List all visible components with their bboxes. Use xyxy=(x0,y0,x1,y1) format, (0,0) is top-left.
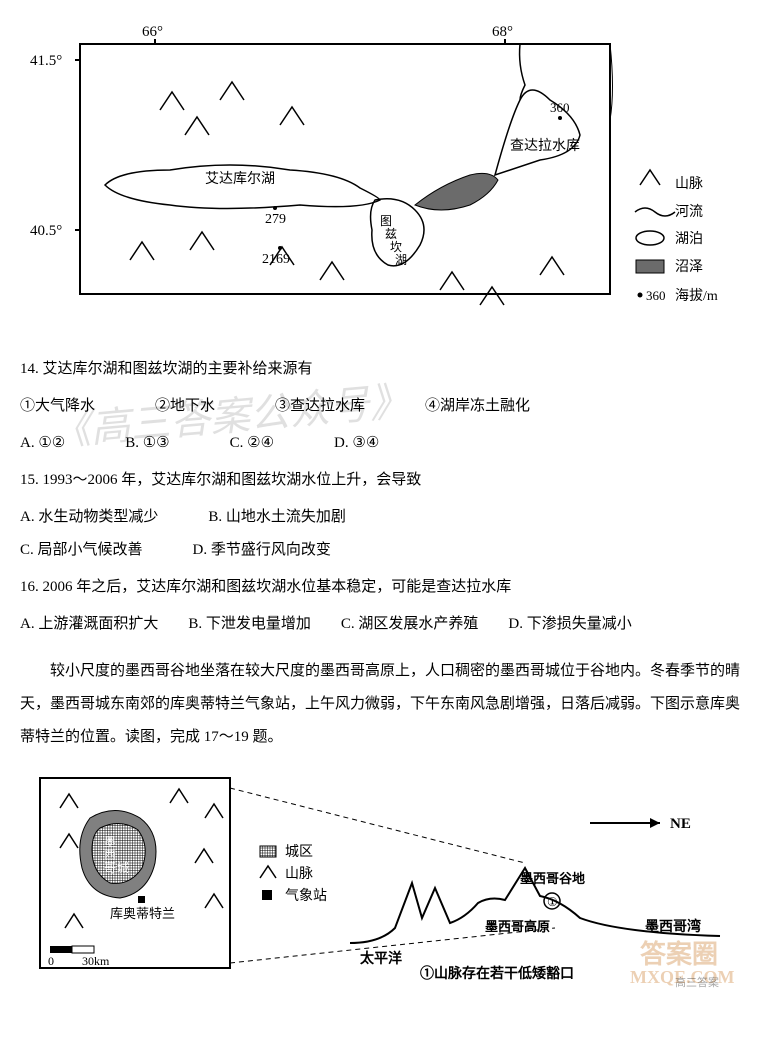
q16-opts: A. 上游灌溉面积扩大 B. 下泄发电量增加 C. 湖区发展水产养殖 D. 下渗… xyxy=(20,608,746,641)
passage-2: 较小尺度的墨西哥谷地坐落在较大尺度的墨西哥高原上，人口稠密的墨西哥城位于谷地内。… xyxy=(20,655,746,754)
figure-2-svg: 墨 西 哥 城 库奥蒂特兰 0 30km 城区 山脉 气象站 NE ① 太平洋 … xyxy=(20,768,760,988)
q15-opt-b: B. 山地水土流失加剧 xyxy=(208,501,346,534)
fig2-legend: 城区 山脉 气象站 xyxy=(260,844,327,904)
lake2-name-2: 兹 xyxy=(385,227,397,241)
q15-opt-d: D. 季节盛行风向改变 xyxy=(193,534,331,567)
reservoir-name: 查达拉水库 xyxy=(510,138,580,154)
q15-stem: 15. 1993～2006 年，艾达库尔湖和图兹坎湖水位上升，会导致 xyxy=(20,464,746,497)
city-label-1: 墨 xyxy=(104,835,116,849)
legend-mountain: 山脉 xyxy=(675,176,703,192)
figure-2: 墨 西 哥 城 库奥蒂特兰 0 30km 城区 山脉 气象站 NE ① 太平洋 … xyxy=(20,768,746,1001)
q14-opt-c: C. ②④ xyxy=(230,427,274,460)
legend2-city: 城区 xyxy=(285,844,313,860)
scale-zero: 0 xyxy=(48,954,54,968)
city-label-2: 西 xyxy=(104,848,116,862)
lake1-name: 艾达库尔湖 xyxy=(205,171,275,187)
lat-top-label: 41.5° xyxy=(30,53,62,69)
city-label-3: 哥 xyxy=(104,861,116,875)
q14-items: ①大气降水 ②地下水 ③查达拉水库 ④湖岸冻土融化 xyxy=(20,390,746,423)
mountains-group xyxy=(130,82,564,305)
gulf-label: 墨西哥湾 xyxy=(645,918,701,935)
lake2-name-4: 湖 xyxy=(395,252,407,267)
lat-bot-label: 40.5° xyxy=(30,223,62,239)
legend2-station: 气象站 xyxy=(285,888,327,904)
river-north xyxy=(520,44,525,100)
q14-opt-a: A. ①② xyxy=(20,427,65,460)
legend-marsh: 沼泽 xyxy=(675,259,703,275)
watermark-small: 高三答案 xyxy=(675,975,719,988)
legend2-mountain: 山脉 xyxy=(285,866,313,882)
lake2-name-1: 图 xyxy=(380,214,392,228)
q14-item-2: ②地下水 xyxy=(155,390,215,423)
q14-item-4: ④湖岸冻土融化 xyxy=(425,390,530,423)
station-marker xyxy=(138,896,145,903)
lon-right-label: 68° xyxy=(492,24,513,40)
legend-elev-sample: 360 xyxy=(646,288,666,303)
lake2-name-3: 坎 xyxy=(390,240,402,254)
lon-left-label: 66° xyxy=(142,24,163,40)
q14-opt-d: D. ③④ xyxy=(334,427,379,460)
q14-opts: A. ①② B. ①③ C. ②④ D. ③④ xyxy=(20,427,746,460)
figure-1-svg: 41.5° 40.5° 66° 68° 艾达库尔湖 279 图 兹 坎 湖 查达… xyxy=(20,20,760,320)
q14-stem: 14. 艾达库尔湖和图兹坎湖的主要补给来源有 xyxy=(20,353,746,386)
scale-val: 30km xyxy=(82,954,110,968)
q16-opt-c: C. 湖区发展水产养殖 xyxy=(341,608,479,641)
plateau-label: 墨西哥高原 xyxy=(485,919,550,934)
reservoir-elev: 360 xyxy=(550,100,570,115)
q16-opt-b: B. 下泄发电量增加 xyxy=(188,608,311,641)
marsh xyxy=(415,173,498,210)
profile-note: ①山脉存在若干低矮豁口 xyxy=(420,965,574,982)
q16-opt-d: D. 下渗损失量减小 xyxy=(508,608,631,641)
q14-item-3: ③查达拉水库 xyxy=(275,390,365,423)
legend-lake: 湖泊 xyxy=(675,231,703,247)
pacific-label: 太平洋 xyxy=(360,950,402,967)
legend-river: 河流 xyxy=(675,204,703,220)
figure-1-map: 41.5° 40.5° 66° 68° 艾达库尔湖 279 图 兹 坎 湖 查达… xyxy=(20,20,746,333)
peak-elev: 2169 xyxy=(262,252,290,267)
watermark-corner: 答案圈 xyxy=(640,939,718,969)
valley-label: 墨西哥谷地 xyxy=(520,871,585,886)
lake1-elev: 279 xyxy=(265,212,286,227)
city-label-4: 城 xyxy=(117,861,129,875)
station-label: 库奥蒂特兰 xyxy=(110,906,175,921)
q14-item-1: ①大气降水 xyxy=(20,390,95,423)
legend-elev: 海拔/m xyxy=(675,288,718,304)
ne-arrow-head xyxy=(650,818,660,828)
ne-label: NE xyxy=(670,816,691,832)
map-frame xyxy=(80,44,610,294)
legend-group: 山脉 河流 湖泊 沼泽 360 海拔/m xyxy=(635,170,718,304)
q15-opt-a: A. 水生动物类型减少 xyxy=(20,501,158,534)
circle-num: ① xyxy=(547,895,558,909)
q16-stem: 16. 2006 年之后，艾达库尔湖和图兹坎湖水位基本稳定，可能是查达拉水库 xyxy=(20,571,746,604)
q15-opt-c: C. 局部小气候改善 xyxy=(20,534,143,567)
q16-opt-a: A. 上游灌溉面积扩大 xyxy=(20,608,158,641)
q14-opt-b: B. ①③ xyxy=(125,427,169,460)
